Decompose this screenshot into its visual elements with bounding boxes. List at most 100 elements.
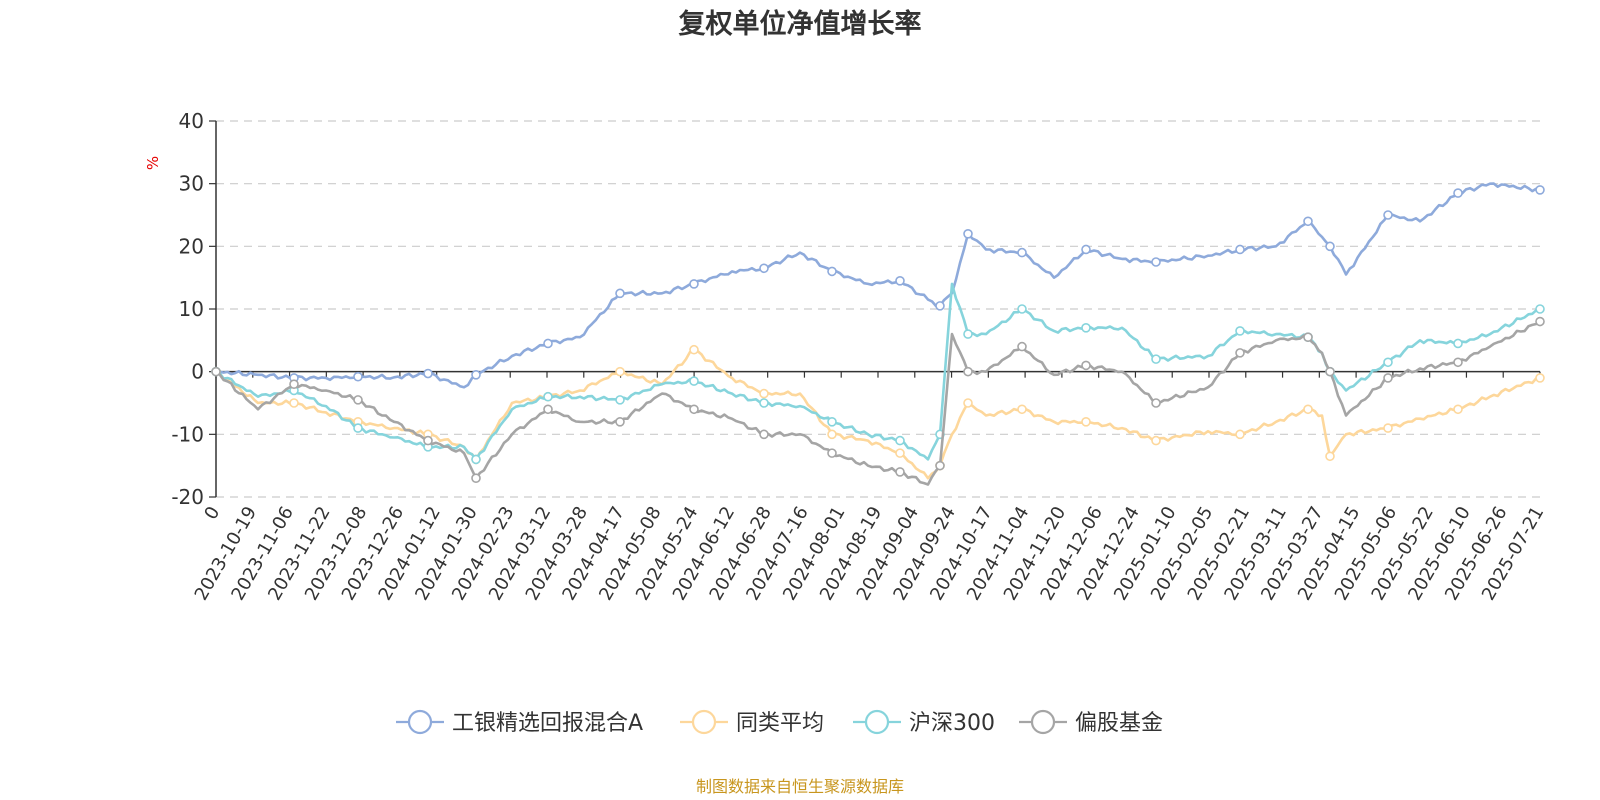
source-note: 制图数据来自恒生聚源数据库: [696, 777, 904, 796]
legend-marker-icon: [1030, 709, 1056, 735]
data-point: [1017, 341, 1027, 352]
y-axis-unit: %: [144, 156, 162, 170]
data-point: [895, 448, 905, 458]
data-point: [935, 460, 945, 471]
data-point: [1383, 210, 1393, 220]
data-point: [689, 279, 699, 289]
data-point: [615, 416, 625, 427]
data-point: [759, 388, 769, 399]
data-point: [615, 395, 625, 405]
data-point: [827, 416, 837, 427]
data-point: [1325, 241, 1335, 252]
data-point: [689, 404, 699, 415]
data-point: [211, 366, 221, 377]
data-point: [353, 371, 363, 382]
data-point: [543, 391, 553, 402]
data-point: [1383, 357, 1393, 368]
data-point: [827, 429, 837, 440]
data-point: [1151, 398, 1161, 408]
data-point: [289, 398, 299, 408]
data-point: [963, 329, 973, 339]
data-point: [1453, 338, 1463, 349]
data-point: [1081, 416, 1091, 427]
y-tick-label: 10: [179, 297, 204, 321]
data-point: [1303, 216, 1313, 227]
data-point: [1383, 423, 1393, 433]
data-point: [1235, 429, 1245, 440]
legend[interactable]: 工银精选回报混合A 同类平均 沪深300 偏股基金: [396, 709, 1163, 736]
data-point: [827, 448, 837, 458]
series-line: [215, 182, 1541, 389]
data-point: [471, 454, 481, 465]
data-point: [1535, 185, 1545, 195]
data-point: [963, 398, 973, 408]
legend-label: 沪深300: [909, 711, 995, 736]
data-point: [689, 344, 699, 355]
data-point: [353, 423, 363, 433]
series-layer: [211, 182, 1545, 486]
data-point: [471, 369, 481, 380]
data-point: [1383, 373, 1393, 383]
series-0: [211, 182, 1545, 389]
data-point: [423, 368, 433, 379]
y-tick-label: -20: [171, 485, 204, 509]
legend-item-3[interactable]: 偏股基金: [1019, 709, 1163, 736]
data-point: [289, 379, 299, 390]
data-point: [1151, 257, 1161, 267]
legend-item-2[interactable]: 沪深300: [853, 709, 995, 736]
series-3: [211, 316, 1545, 486]
series-line: [215, 348, 1541, 480]
data-point: [895, 435, 905, 446]
data-point: [1303, 404, 1313, 415]
data-point: [1453, 357, 1463, 368]
data-point: [759, 429, 769, 440]
y-tick-label: 30: [179, 172, 204, 196]
data-point: [353, 395, 363, 405]
data-point: [615, 366, 625, 377]
y-tick-label: 40: [179, 109, 204, 133]
data-point: [1081, 244, 1091, 255]
legend-item-0[interactable]: 工银精选回报混合A: [396, 709, 643, 736]
data-point: [1017, 304, 1027, 314]
data-point: [1151, 354, 1161, 364]
data-point: [1535, 304, 1545, 314]
data-point: [759, 263, 769, 274]
data-point: [963, 366, 973, 377]
data-point: [895, 467, 905, 477]
legend-item-1[interactable]: 同类平均: [680, 709, 824, 736]
data-point: [1081, 322, 1091, 333]
data-point: [963, 229, 973, 239]
legend-label: 同类平均: [736, 711, 824, 736]
data-point: [1535, 373, 1545, 383]
data-point: [1325, 366, 1335, 377]
series-line: [215, 320, 1541, 486]
data-point: [1235, 326, 1245, 336]
y-tick-label: 0: [191, 360, 204, 384]
legend-label: 偏股基金: [1075, 711, 1163, 736]
data-point: [1535, 316, 1545, 327]
data-point: [895, 275, 905, 286]
data-point: [827, 266, 837, 277]
x-tick-label: 0: [200, 503, 224, 523]
data-point: [1017, 247, 1027, 258]
legend-marker-icon: [864, 709, 890, 735]
data-point: [689, 376, 699, 386]
data-point: [543, 404, 553, 415]
data-point: [1017, 404, 1027, 415]
data-point: [935, 301, 945, 311]
data-point: [543, 338, 553, 349]
data-point: [1151, 435, 1161, 446]
data-point: [423, 435, 433, 446]
legend-marker-icon: [407, 709, 433, 735]
data-point: [615, 288, 625, 299]
y-tick-label: 20: [179, 234, 204, 258]
data-point: [1325, 451, 1335, 462]
data-point: [1453, 404, 1463, 415]
legend-label: 工银精选回报混合A: [452, 711, 643, 736]
data-point: [759, 398, 769, 408]
data-point: [471, 473, 481, 484]
chart-title: 复权单位净值增长率: [679, 8, 922, 40]
y-tick-label: -10: [171, 422, 204, 446]
data-point: [1235, 244, 1245, 255]
